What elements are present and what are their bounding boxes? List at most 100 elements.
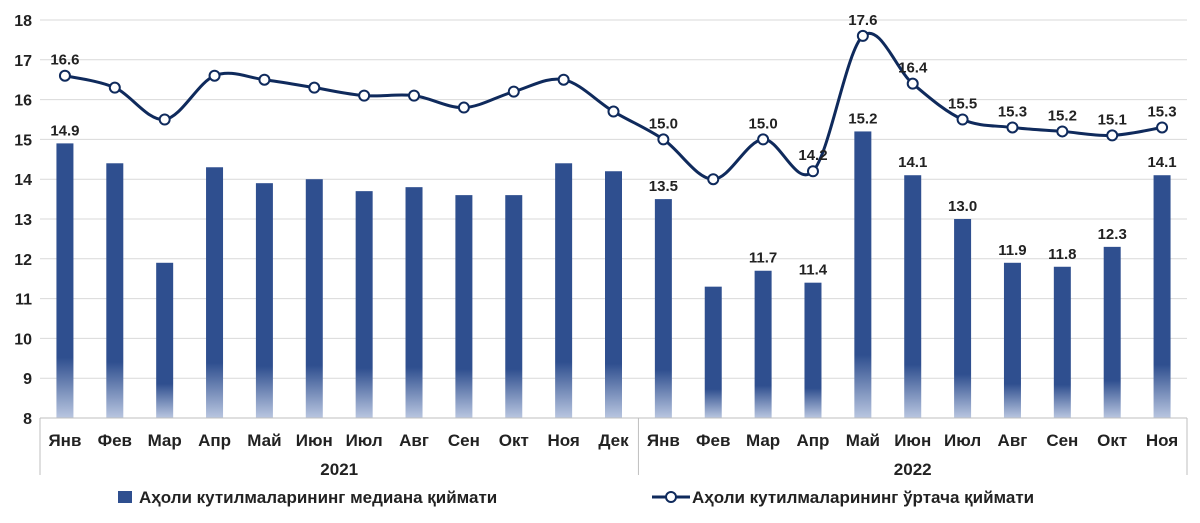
median-bar — [1103, 246, 1121, 418]
y-axis: 8 9 10 11 12 13 14 15 16 17 18 — [14, 13, 32, 428]
median-data-label: 13.5 — [649, 178, 678, 195]
x-tick-label: Янв — [647, 431, 680, 450]
y-tick-label: 10 — [14, 331, 32, 348]
x-tick-label: Мар — [746, 431, 780, 450]
mean-line-marker — [507, 85, 520, 98]
y-tick-label: 12 — [14, 252, 32, 269]
median-bar — [305, 179, 323, 418]
mean-data-label: 15.0 — [649, 115, 678, 132]
mean-data-label: 15.2 — [1048, 107, 1077, 124]
x-tick-label: Сен — [448, 431, 480, 450]
year-label: 2022 — [894, 460, 932, 479]
median-bar — [1003, 262, 1021, 418]
mean-line-marker — [707, 173, 720, 186]
mean-data-label: 15.1 — [1098, 111, 1127, 128]
median-bar — [56, 143, 74, 418]
x-tick-label: Июн — [296, 431, 333, 450]
mean-line-marker — [856, 29, 869, 42]
x-tick-label: Июн — [894, 431, 931, 450]
median-bar — [1153, 175, 1171, 418]
median-data-label: 14.1 — [898, 154, 927, 171]
median-bar — [605, 171, 622, 418]
mean-line-marker — [607, 105, 620, 118]
median-bar — [904, 175, 922, 418]
x-tick-label: Окт — [1097, 431, 1127, 450]
x-tick-label: Июл — [944, 431, 981, 450]
mean-line-marker — [1106, 129, 1119, 142]
y-tick-label: 8 — [23, 411, 32, 428]
x-tick-label: Окт — [499, 431, 529, 450]
legend-bar-label: Аҳоли кутилмаларининг медиана қиймати — [139, 488, 497, 507]
x-tick-label: Авг — [399, 431, 429, 450]
y-tick-label: 13 — [14, 212, 32, 229]
mean-line-marker — [258, 73, 271, 86]
median-bar — [804, 282, 822, 418]
mean-line-marker — [956, 113, 969, 126]
median-bar — [654, 199, 672, 418]
median-bar — [255, 183, 273, 418]
median-bar — [106, 163, 124, 418]
median-data-label: 12.3 — [1098, 226, 1127, 243]
y-tick-label: 9 — [23, 371, 32, 388]
mean-line-marker — [657, 133, 670, 146]
median-bar — [1053, 266, 1071, 418]
x-tick-label: Фев — [696, 431, 730, 450]
median-bar — [754, 270, 772, 418]
median-data-label: 14.9 — [50, 122, 79, 139]
median-bars — [56, 131, 1171, 418]
legend-bar-swatch — [118, 491, 132, 503]
y-tick-label: 18 — [14, 13, 32, 30]
mean-line-marker — [208, 69, 221, 82]
median-bar — [455, 195, 473, 418]
x-tick-label: Апр — [198, 431, 231, 450]
median-data-label: 11.8 — [1048, 246, 1076, 263]
median-bar — [505, 195, 523, 418]
mean-line-marker — [158, 113, 171, 126]
mean-line-marker — [457, 101, 470, 114]
mean-line-marker — [58, 69, 71, 82]
mean-data-label: 14.2 — [798, 147, 827, 164]
median-bar — [355, 191, 373, 418]
year-label: 2021 — [320, 460, 358, 479]
mean-data-label: 15.0 — [749, 115, 778, 132]
median-bar — [854, 131, 872, 418]
mean-line-marker — [358, 89, 371, 102]
median-bar — [156, 262, 174, 418]
y-tick-label: 11 — [15, 292, 32, 309]
median-data-label: 11.4 — [799, 262, 828, 279]
mean-data-label: 17.6 — [848, 12, 877, 29]
median-data-label: 13.0 — [948, 198, 977, 215]
data-labels: 14.9 13.5 11.7 11.4 15.2 14.1 13.0 11.9 11.8 12.3… — [50, 12, 1176, 279]
legend: Аҳоли кутилмаларининг медиана қиймати Аҳо… — [118, 488, 1034, 507]
median-bar — [555, 163, 573, 418]
mean-line-marker — [906, 77, 919, 90]
median-data-label: 11.9 — [998, 242, 1026, 259]
mean-line-marker — [1156, 121, 1169, 134]
y-tick-label: 14 — [14, 172, 32, 189]
median-data-label: 15.2 — [848, 110, 877, 127]
median-bar — [954, 219, 972, 418]
y-tick-label: 16 — [14, 93, 32, 110]
mean-data-label: 15.5 — [948, 96, 977, 113]
mean-data-label: 16.4 — [898, 60, 928, 77]
mean-line-marker — [806, 165, 819, 178]
x-tick-label: Май — [247, 431, 281, 450]
legend-line-label: Аҳоли кутилмаларининг ўртача қиймати — [692, 488, 1034, 507]
mean-line-marker — [557, 73, 570, 86]
median-data-label: 11.7 — [749, 250, 777, 267]
x-tick-label: Фев — [98, 431, 132, 450]
x-tick-label: Мар — [148, 431, 182, 450]
x-tick-label: Янв — [48, 431, 81, 450]
legend-line-marker — [665, 491, 677, 503]
x-tick-label: Май — [846, 431, 880, 450]
x-tick-label: Авг — [998, 431, 1028, 450]
x-tick-label: Ноя — [547, 431, 579, 450]
median-bar — [704, 286, 722, 418]
median-bar — [405, 187, 423, 418]
y-tick-label: 17 — [14, 53, 32, 70]
x-axis: Янв Фев Мар Апр Май Июн Июл Авг Сен Окт Ноя Дек Янв Ф… — [39, 417, 1188, 479]
mean-line-marker — [1056, 125, 1069, 138]
y-tick-label: 15 — [14, 132, 32, 149]
mean-line-marker — [408, 89, 421, 102]
